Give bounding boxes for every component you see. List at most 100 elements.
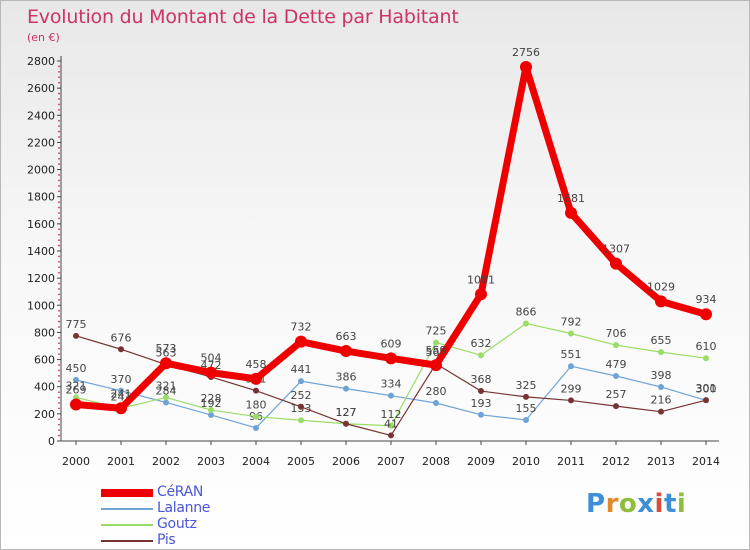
legend-label-lalanne: Lalanne — [157, 500, 211, 516]
data-point-ceran — [250, 372, 262, 385]
y-minor-tick — [58, 108, 60, 111]
data-label-ceran: 573 — [156, 342, 177, 355]
x-tick-label: 2003 — [197, 455, 225, 468]
data-point-ceran — [340, 345, 352, 358]
data-label-pis: 301 — [696, 382, 717, 395]
y-minor-tick — [58, 119, 60, 122]
data-point-pis — [298, 403, 304, 410]
y-minor-tick — [58, 309, 60, 312]
data-point-lalanne — [253, 424, 259, 431]
data-label-pis: 257 — [606, 388, 627, 401]
y-minor-tick — [58, 396, 60, 399]
y-minor-tick — [58, 130, 60, 133]
y-minor-tick — [58, 326, 60, 328]
y-minor-tick — [58, 98, 60, 100]
y-tick-label: 0 — [48, 435, 55, 448]
y-minor-tick — [58, 429, 60, 432]
data-label-lalanne: 155 — [516, 402, 537, 415]
data-label-lalanne: 479 — [606, 358, 627, 371]
data-point-lalanne — [568, 363, 574, 370]
data-label-ceran: 458 — [246, 358, 267, 371]
y-tick-label: 2800 — [27, 55, 55, 68]
data-point-ceran — [430, 359, 442, 372]
data-label-lalanne: 551 — [561, 348, 582, 361]
data-point-lalanne — [388, 392, 394, 399]
y-minor-tick — [58, 136, 60, 138]
y-tick-label: 600 — [34, 354, 55, 367]
data-label-lalanne: 450 — [66, 362, 87, 375]
data-label-lalanne: 300 — [696, 382, 717, 395]
data-label-goutz: 321 — [156, 379, 177, 392]
data-label-goutz: 127 — [336, 406, 357, 419]
y-minor-tick — [58, 179, 60, 182]
data-label-ceran: 504 — [201, 352, 222, 365]
legend-swatch-goutz — [101, 524, 153, 526]
data-label-lalanne: 280 — [426, 385, 447, 398]
data-label-goutz: 321 — [66, 379, 87, 392]
data-point-goutz — [523, 320, 529, 327]
legend-swatch-ceran — [101, 489, 153, 497]
data-point-ceran — [205, 366, 217, 379]
data-point-lalanne — [433, 400, 439, 406]
y-minor-tick — [58, 184, 60, 187]
x-tick-label: 2001 — [107, 455, 135, 468]
data-point-goutz — [613, 342, 619, 349]
data-point-lalanne — [343, 385, 349, 392]
data-label-pis: 676 — [111, 331, 132, 344]
x-tick-label: 2004 — [242, 455, 270, 468]
y-minor-tick — [58, 157, 60, 160]
data-point-pis — [703, 397, 709, 404]
y-minor-tick — [58, 391, 60, 394]
data-label-pis: 252 — [291, 389, 312, 402]
legend-label-ceran: CéRAN — [157, 484, 204, 500]
data-point-ceran — [565, 206, 577, 219]
page-title: Evolution du Montant de la Dette par Hab… — [27, 6, 459, 28]
y-minor-tick — [58, 76, 60, 79]
y-minor-tick — [58, 288, 60, 290]
y-minor-tick — [58, 233, 60, 236]
data-point-pis — [523, 393, 529, 400]
legend-label-goutz: Goutz — [157, 516, 197, 532]
data-point-lalanne — [613, 372, 619, 379]
y-tick-label: 200 — [34, 408, 55, 421]
y-tick-label: 2400 — [27, 109, 55, 122]
x-tick-label: 2012 — [602, 455, 630, 468]
y-tick-label: 2000 — [27, 164, 55, 177]
y-tick-label: 800 — [34, 326, 55, 339]
y-minor-tick — [58, 380, 60, 383]
y-minor-tick — [58, 423, 60, 426]
data-label-goutz: 706 — [606, 327, 627, 340]
data-point-pis — [478, 388, 484, 395]
x-tick-label: 2010 — [512, 455, 540, 468]
y-minor-tick — [58, 347, 60, 350]
data-point-lalanne — [658, 383, 664, 390]
data-label-ceran: 559 — [426, 344, 447, 357]
x-tick-label: 2005 — [287, 455, 315, 468]
legend-swatch-lalanne — [101, 508, 153, 510]
logo-letter: i — [654, 489, 664, 519]
data-label-pis: 368 — [471, 373, 492, 386]
data-point-lalanne — [523, 416, 529, 423]
x-tick-label: 2009 — [467, 455, 495, 468]
data-label-pis: 775 — [66, 318, 87, 331]
data-label-goutz: 228 — [201, 392, 222, 405]
data-label-goutz: 632 — [471, 337, 492, 350]
data-point-ceran — [295, 335, 307, 348]
data-point-pis — [343, 420, 349, 427]
y-tick-label: 1000 — [27, 299, 55, 312]
data-point-pis — [118, 346, 124, 353]
y-minor-tick — [58, 70, 60, 73]
x-tick-label: 2013 — [647, 455, 675, 468]
data-point-goutz — [253, 413, 259, 420]
y-minor-tick — [58, 206, 60, 209]
logo-letter: i — [676, 489, 687, 519]
data-label-pis: 299 — [561, 382, 582, 395]
data-label-pis: 41 — [384, 417, 398, 430]
data-point-goutz — [163, 394, 169, 401]
data-point-lalanne — [118, 387, 124, 394]
y-minor-tick — [58, 418, 60, 421]
data-point-pis — [253, 387, 259, 394]
y-minor-tick — [58, 174, 60, 176]
y-minor-tick — [58, 407, 60, 410]
